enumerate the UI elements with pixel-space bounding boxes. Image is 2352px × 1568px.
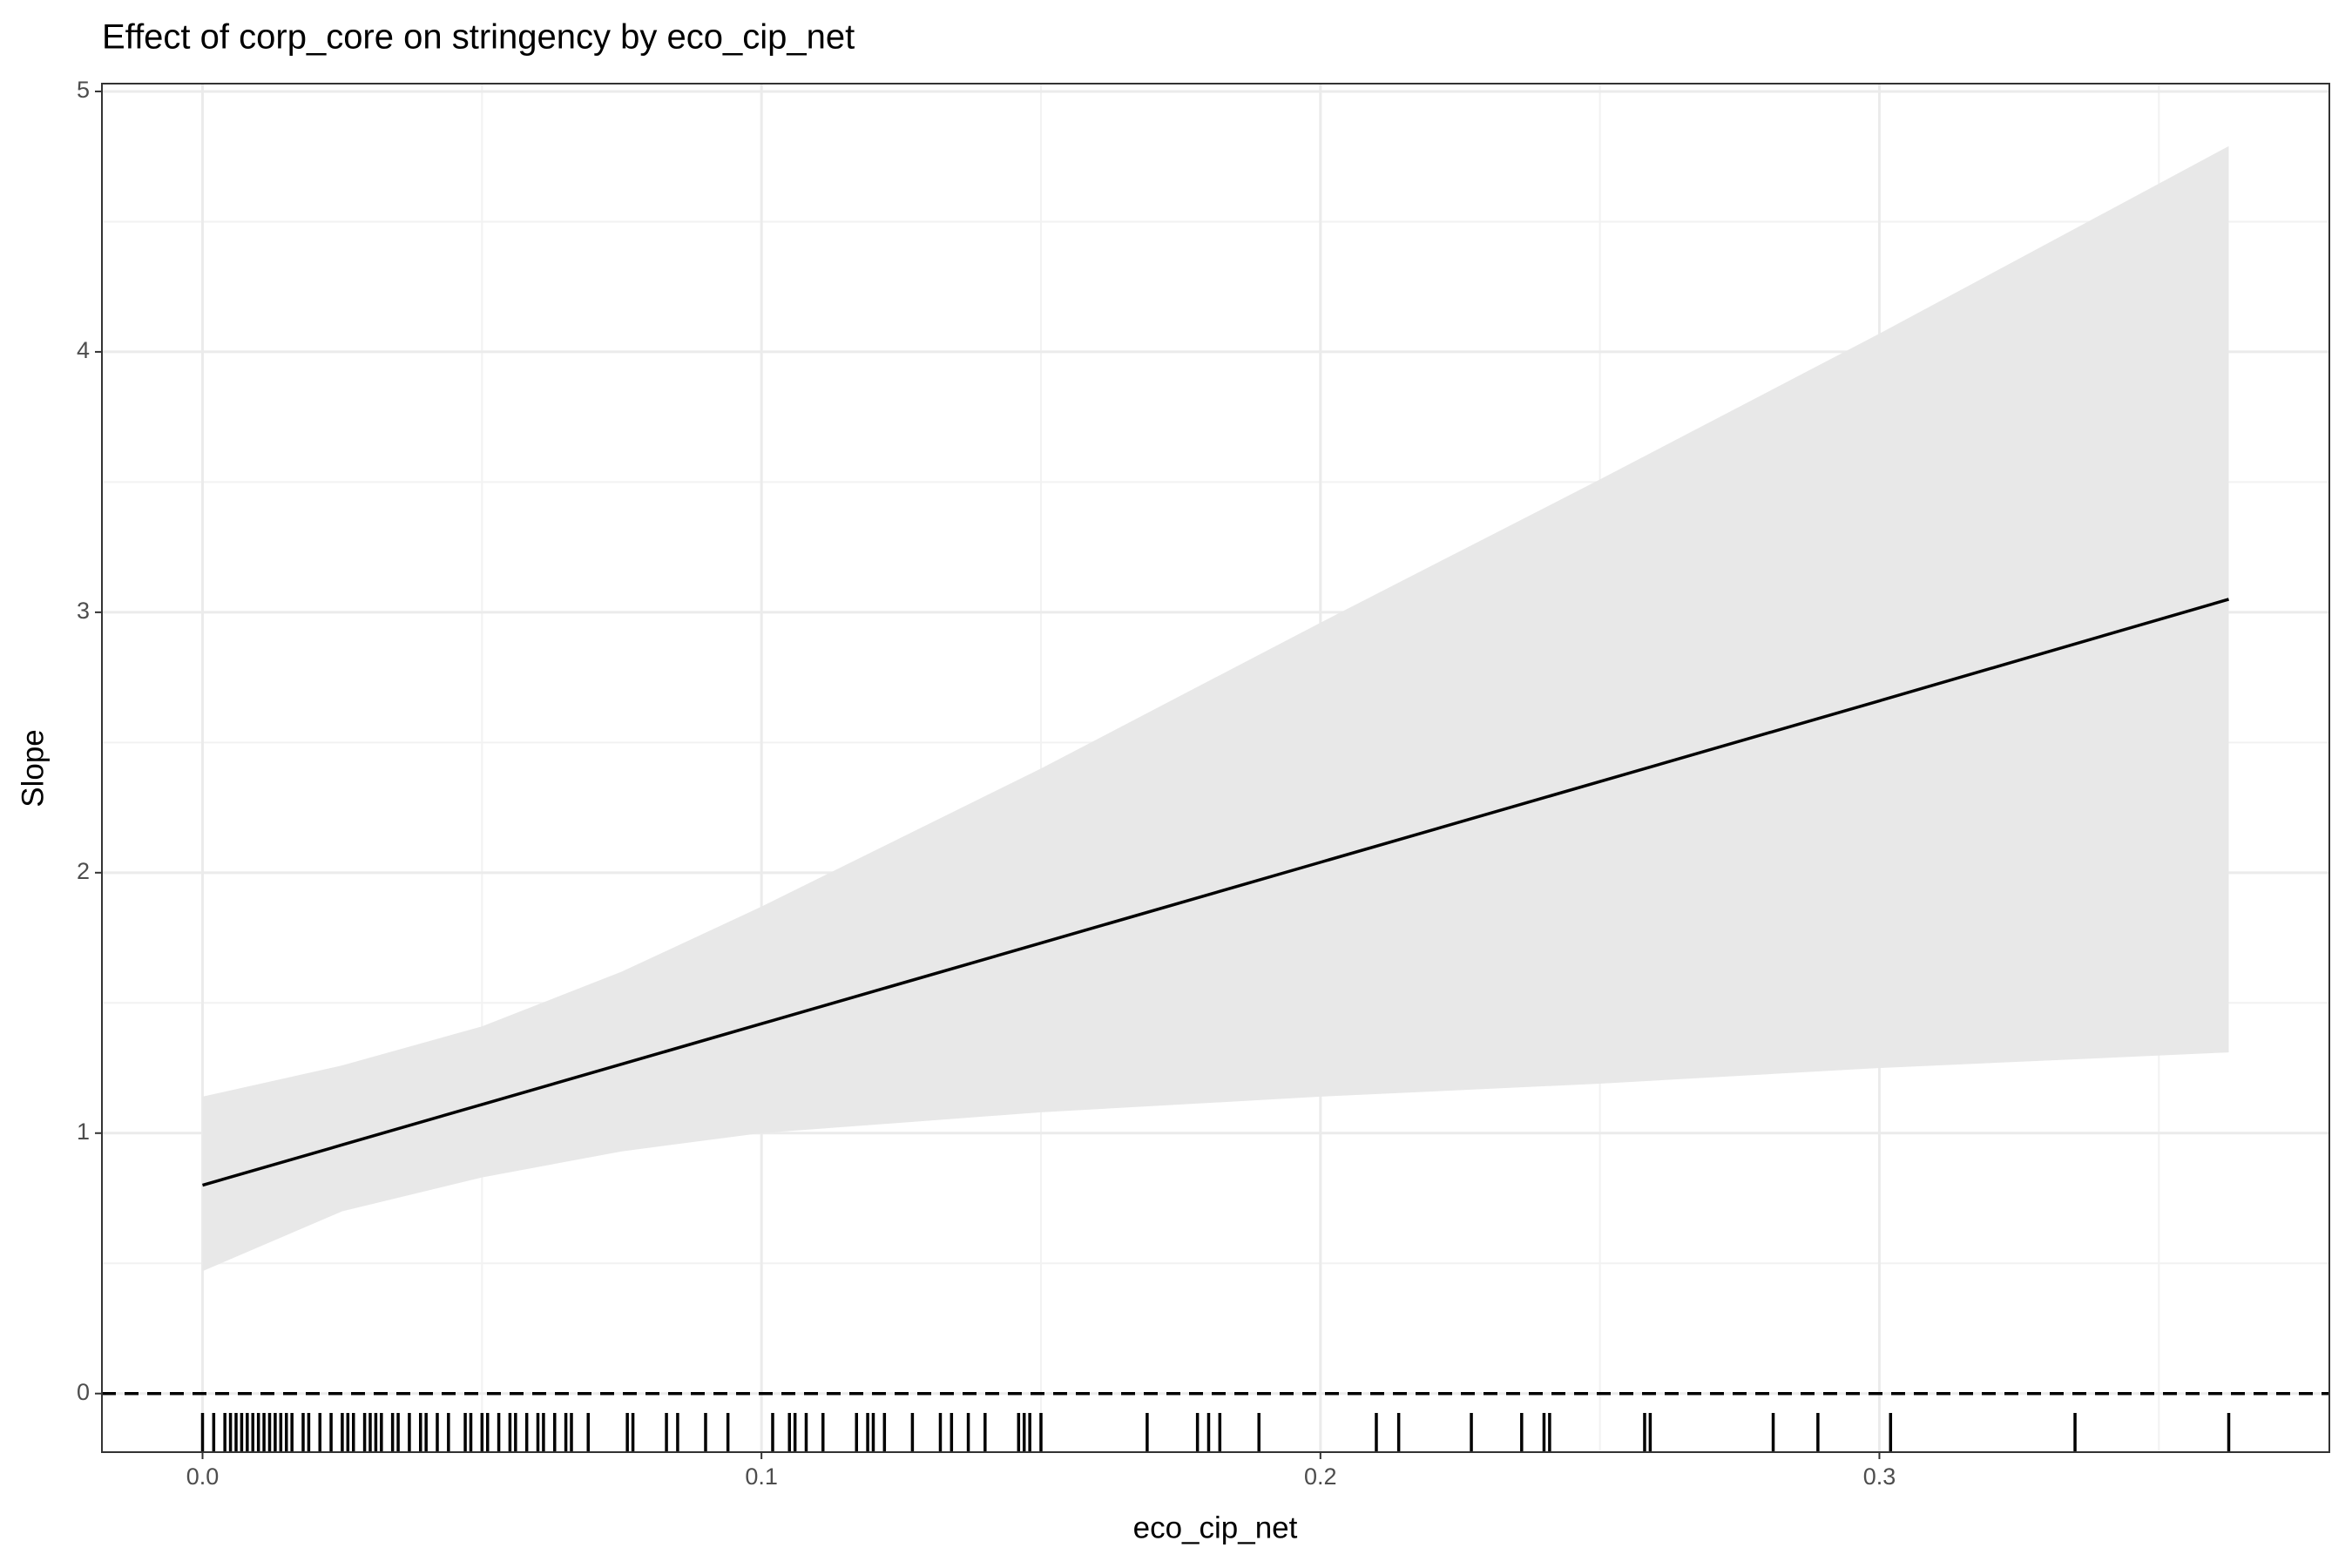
x-axis-title: eco_cip_net	[1133, 1511, 1298, 1544]
y-axis-title: Slope	[16, 729, 50, 808]
y-tick-label: 4	[77, 337, 90, 363]
effect-line	[202, 598, 2229, 1187]
y-tick-label: 5	[77, 77, 90, 103]
panel-border	[101, 83, 2330, 1453]
x-tick-label: 0.3	[1863, 1463, 1896, 1490]
x-tick-label: 0.1	[745, 1463, 778, 1490]
y-tick-label: 0	[77, 1379, 90, 1405]
y-tick-label: 2	[77, 858, 90, 884]
confidence-band	[202, 145, 2229, 1272]
chart-title: Effect of corp_core on stringency by eco…	[102, 18, 855, 57]
y-tick-label: 1	[77, 1119, 90, 1145]
x-tick-label: 0.2	[1304, 1463, 1337, 1490]
y-tick-label: 3	[77, 598, 90, 624]
x-tick-label: 0.0	[186, 1463, 220, 1490]
